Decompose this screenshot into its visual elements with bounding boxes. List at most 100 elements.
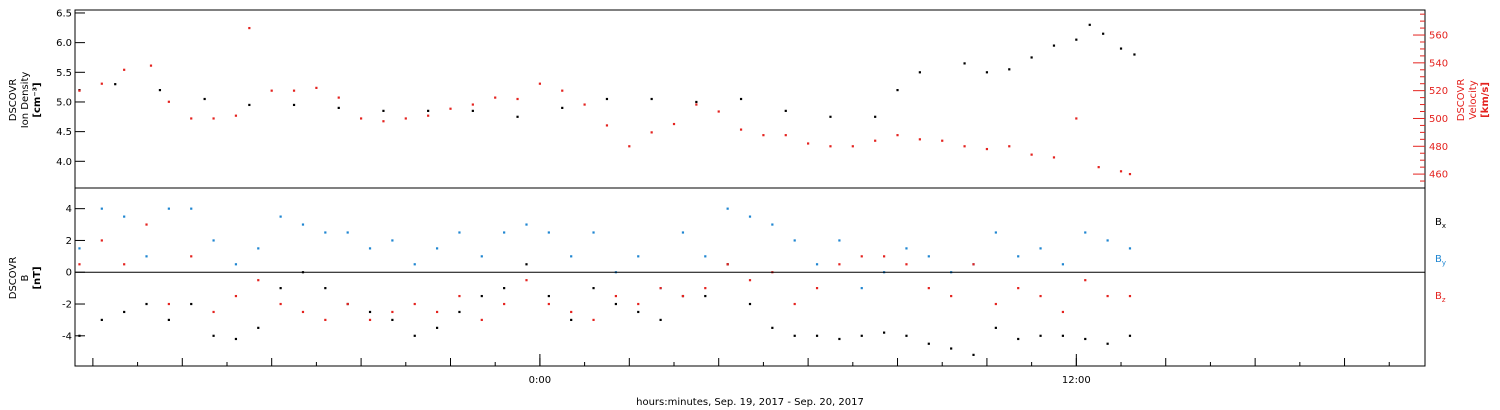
top-red-point-28 [695,103,698,106]
bottom-black-point-32 [793,334,796,337]
top-red-point-45 [1075,117,1078,120]
top-left-tick-label-4: 6.0 [56,38,72,49]
bottom-blue-point-28 [704,255,707,258]
top-black-point-2 [158,89,162,92]
bottom-black-point-26 [659,318,662,322]
top-right-tick-label-1: 480 [1429,142,1448,153]
bottom-panel-frame [74,187,1426,367]
bottom-blue-point-11 [324,231,327,234]
bottom-red-point-32 [793,302,796,306]
bottom-black-point-1 [100,318,103,322]
top-red-point-25 [628,145,631,148]
legend-bz: Bz [1435,291,1446,304]
bottom-red-point-2 [123,263,126,266]
bottom-black-point-13 [368,310,372,314]
bottom-blue-point-0 [78,247,81,250]
bottom-black-point-45 [1084,337,1087,341]
bottom-red-point-39 [950,294,953,298]
top-red-point-16 [427,114,430,117]
bottom-black-point-16 [435,326,439,329]
top-red-point-22 [561,89,564,92]
bottom-black-point-17 [458,310,461,314]
bottom-red-point-30 [748,279,752,282]
bottom-left-tick-label-3: 2 [66,236,72,247]
bottom-red-point-3 [145,223,148,226]
bottom-red-point-6 [212,310,215,314]
bottom-blue-point-33 [815,263,819,266]
top-left-tick-label-2: 5.0 [56,97,72,108]
bottom-black-point-23 [592,287,595,290]
bottom-red-point-29 [726,263,729,266]
bottom-red-point-7 [234,294,238,298]
bottom-black-point-9 [279,287,282,290]
bottom-black-point-0 [78,334,81,337]
top-red-point-26 [650,131,653,134]
bottom-blue-point-2 [123,215,126,218]
bottom-blue-point-13 [368,247,372,250]
bottom-red-point-0 [78,263,81,266]
top-red-point-42 [1008,145,1011,148]
top-red-point-37 [896,134,899,137]
bottom-blue-point-14 [391,239,394,242]
top-black-point-17 [829,115,832,118]
top-red-point-32 [784,134,787,137]
top-left-label-line1: DSCOVR [8,79,19,122]
bottom-blue-point-34 [838,239,841,242]
top-red-point-5 [190,117,193,120]
bottom-blue-point-46 [1106,239,1109,242]
top-right-tick-label-0: 460 [1429,170,1448,181]
bottom-red-point-19 [503,302,506,306]
bottom-red-point-27 [681,294,685,298]
bottom-black-point-47 [1128,334,1132,337]
bottom-black-point-2 [123,310,126,314]
bottom-black-point-44 [1061,334,1065,337]
top-red-point-19 [494,96,497,99]
bottom-blue-point-1 [100,207,103,210]
top-red-point-39 [941,139,944,142]
top-red-point-15 [404,117,407,120]
bottom-black-point-34 [838,337,841,341]
bottom-blue-point-30 [748,215,752,218]
top-red-point-7 [234,114,238,117]
top-red-point-46 [1097,166,1100,169]
top-red-point-36 [874,139,877,142]
top-left-label-line2: Ion Density [20,72,31,129]
top-black-point-21 [963,62,966,65]
top-red-point-1 [100,82,103,85]
bottom-left-label-line1: DSCOVR [8,257,19,300]
top-black-point-20 [918,71,921,74]
bottom-blue-point-31 [771,223,774,226]
bottom-red-point-12 [346,302,349,306]
legend-by-label: B [1435,254,1442,265]
top-black-point-10 [516,115,519,118]
top-left-ticks: 4.0 4.5 5.0 5.5 6.0 6.5 [56,8,85,168]
top-black-point-15 [739,97,743,101]
top-left-tick-label-3: 5.5 [56,68,72,79]
bottom-blue-point-9 [279,215,282,218]
bottom-black-point-36 [883,331,886,334]
top-red-point-29 [717,110,720,113]
top-red-point-6 [212,117,215,120]
bottom-black-point-18 [480,294,483,298]
bottom-blue-point-7 [234,263,238,266]
top-red-point-8 [248,26,251,30]
legend-bz-label: B [1435,291,1442,302]
top-red-point-30 [739,128,743,131]
bottom-red-point-26 [659,287,662,290]
bottom-blue-point-6 [212,239,215,242]
top-black-point-13 [650,97,653,101]
bottom-black-point-8 [257,326,260,329]
bottom-black-point-11 [324,287,327,290]
top-black-point-8 [427,109,430,112]
bottom-black-point-43 [1039,334,1042,337]
bottom-black-point-39 [950,347,953,350]
top-black-point-26 [1075,38,1078,41]
top-black-point-16 [784,109,787,112]
top-black-point-28 [1102,32,1105,35]
top-red-point-44 [1052,156,1056,159]
bottom-red-point-22 [570,310,573,314]
bottom-black-point-30 [748,302,752,306]
bottom-blue-point-27 [681,231,685,234]
bottom-red-point-43 [1039,294,1042,298]
top-right-tick-label-2: 500 [1429,114,1448,125]
